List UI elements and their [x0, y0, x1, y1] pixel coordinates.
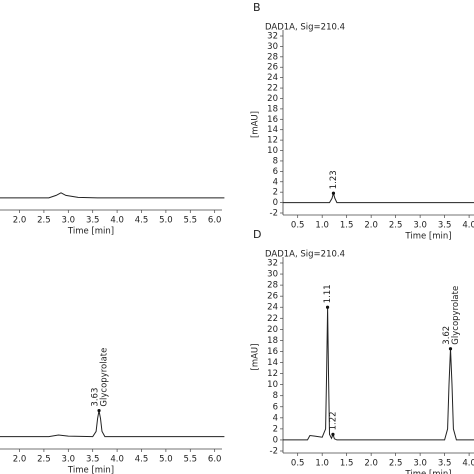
y-tick-label: -2 [270, 209, 278, 219]
x-tick-label: 3.5 [438, 221, 452, 231]
peak-marker [331, 191, 336, 195]
x-tick-label: 5.5 [184, 455, 198, 465]
x-tick-label: 3.0 [62, 455, 76, 465]
peak-label: 1.23 [329, 170, 339, 189]
peak-marker [331, 432, 335, 437]
y-tick-label: 24 [267, 303, 278, 313]
x-tick-label: 5.5 [184, 216, 198, 226]
y-tick-label: 16 [267, 115, 278, 125]
signal-line [283, 191, 474, 204]
x-tick-label: 3.0 [62, 216, 76, 226]
y-tick-label: 8 [273, 391, 278, 401]
peak-marker [325, 305, 330, 309]
x-tick-label: 2.0 [364, 221, 378, 231]
peak-marker [448, 347, 453, 351]
x-axis-label: Time [min] [67, 466, 114, 474]
y-tick-label: 12 [267, 136, 278, 146]
y-tick-label: 14 [267, 125, 278, 135]
y-tick-label: 12 [267, 369, 278, 379]
y-tick-label: 32 [267, 259, 278, 269]
y-tick-label: 8 [273, 156, 278, 166]
y-tick-label: 28 [267, 281, 278, 291]
y-tick-label: 16 [267, 347, 278, 357]
y-tick-label: 22 [267, 314, 278, 324]
x-tick-label: 6.0 [208, 455, 222, 465]
x-tick-label: 4.0 [110, 216, 124, 226]
y-tick-label: 2 [273, 424, 278, 434]
x-tick-label: 3.0 [413, 221, 427, 231]
y-tick-label: 4 [273, 177, 278, 187]
y-tick-label: 2 [273, 188, 278, 198]
x-tick-label: 5.0 [159, 455, 173, 465]
panel-label: D [253, 228, 261, 241]
signal-line [0, 192, 225, 199]
x-tick-label: 0.5 [291, 459, 305, 469]
peak-name: Glycopyrolate [100, 348, 110, 407]
peak-label: 3.62 [442, 326, 452, 345]
y-tick-label: 30 [267, 42, 278, 52]
x-tick-label: 4.0 [462, 459, 474, 469]
y-tick-label: 4 [273, 413, 278, 423]
x-tick-label: 2.0 [13, 216, 27, 226]
x-tick-label: 5.0 [159, 216, 173, 226]
y-tick-label: 22 [267, 84, 278, 94]
x-tick-label: 2.5 [389, 459, 403, 469]
y-tick-label: 14 [267, 358, 278, 368]
x-tick-label: 3.5 [438, 459, 452, 469]
x-tick-label: 1.0 [315, 221, 329, 231]
y-tick-label: 6 [273, 402, 278, 412]
y-axis-label: [mAU] [251, 111, 261, 138]
y-tick-label: 20 [267, 94, 278, 104]
peak-marker [97, 408, 101, 413]
x-tick-label: 3.0 [413, 459, 427, 469]
y-tick-label: -2 [270, 447, 278, 457]
y-tick-label: 18 [267, 336, 278, 346]
peak-label: 1.11 [323, 284, 333, 303]
x-tick-label: 2.5 [37, 216, 51, 226]
y-tick-label: 26 [267, 63, 278, 73]
x-tick-label: 2.0 [364, 459, 378, 469]
y-tick-label: 30 [267, 270, 278, 280]
y-tick-label: 32 [267, 32, 278, 42]
x-axis-label: Time [min] [404, 232, 451, 242]
x-tick-label: 4.0 [462, 221, 474, 231]
x-tick-label: 3.5 [86, 216, 100, 226]
y-tick-label: 10 [267, 380, 278, 390]
x-axis-label: Time [min] [67, 227, 114, 237]
chart-subtitle: DAD1A, Sig=210.4 [265, 23, 345, 33]
x-tick-label: 1.0 [315, 459, 329, 469]
y-tick-label: 26 [267, 292, 278, 302]
x-tick-label: 1.5 [340, 459, 354, 469]
x-axis-label: Time [min] [404, 470, 451, 474]
x-tick-label: 2.0 [13, 455, 27, 465]
x-tick-label: 3.5 [86, 455, 100, 465]
x-tick-label: 4.5 [135, 455, 149, 465]
peak-label: 3.63 [91, 388, 101, 407]
chart-subtitle: DAD1A, Sig=210.4 [265, 250, 345, 260]
x-tick-label: 0.5 [291, 221, 305, 231]
y-tick-label: 24 [267, 73, 278, 83]
x-tick-label: 1.5 [340, 221, 354, 231]
y-axis-label: [mAU] [251, 344, 261, 371]
y-tick-label: 10 [267, 146, 278, 156]
signal-line [0, 410, 225, 438]
y-tick-label: 28 [267, 52, 278, 62]
peak-label: 1.22 [328, 411, 338, 430]
y-tick-label: 20 [267, 325, 278, 335]
panel-label: B [253, 1, 261, 14]
x-tick-label: 4.5 [135, 216, 149, 226]
y-tick-label: 0 [273, 435, 278, 445]
peak-name: Glycopyrolate [451, 286, 461, 345]
x-tick-label: 2.5 [37, 455, 51, 465]
y-tick-label: 0 [273, 198, 278, 208]
x-tick-label: 6.0 [208, 216, 222, 226]
y-tick-label: 18 [267, 104, 278, 114]
x-tick-label: 2.5 [389, 221, 403, 231]
x-tick-label: 4.0 [110, 455, 124, 465]
y-tick-label: 6 [273, 167, 278, 177]
